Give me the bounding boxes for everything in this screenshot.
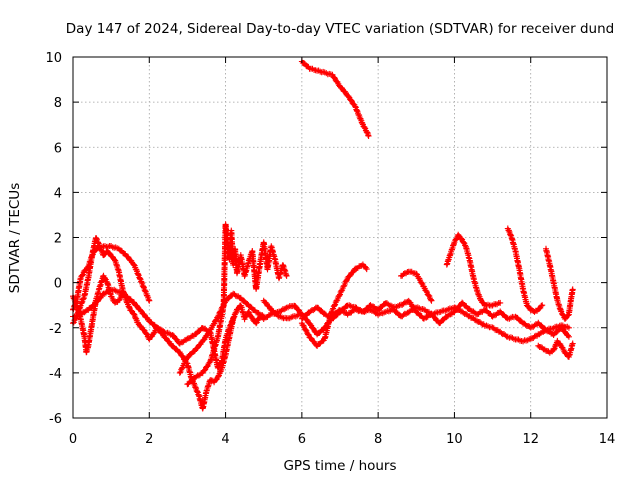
series-line <box>71 288 166 334</box>
series-trace-7 <box>184 221 290 388</box>
series-trace-8 <box>260 297 572 345</box>
series-trace-13 <box>443 231 504 309</box>
y-tick-label: 6 <box>54 141 62 156</box>
series-trace-14 <box>504 225 546 315</box>
series-markers <box>443 231 504 309</box>
series-trace-15 <box>535 337 576 360</box>
x-tick-label: 4 <box>221 432 229 447</box>
y-axis-title: SDTVAR / TECUs <box>7 183 23 293</box>
series-markers <box>298 58 372 139</box>
series-line <box>155 317 235 410</box>
x-axis-title: GPS time / hours <box>283 458 396 474</box>
series-line <box>262 299 571 343</box>
x-tick-label: 2 <box>145 432 153 447</box>
y-tick-label: 10 <box>45 51 62 66</box>
series-trace-6 <box>176 290 267 376</box>
series-line <box>300 299 571 338</box>
x-tick-label: 6 <box>298 432 306 447</box>
y-tick-label: 8 <box>54 96 62 111</box>
y-tick-label: -4 <box>49 367 62 382</box>
series-line <box>399 270 433 302</box>
chart-title: Day 147 of 2024, Sidereal Day-to-day VTE… <box>66 21 614 37</box>
axis-ticks <box>72 56 608 419</box>
series-line <box>178 292 265 375</box>
y-tick-label: 4 <box>54 186 62 201</box>
series-trace-5 <box>153 315 237 412</box>
series-trace-10 <box>298 261 370 349</box>
series-line <box>544 247 574 321</box>
series-line <box>186 223 288 386</box>
series-trace-12 <box>398 268 435 304</box>
series-line <box>506 227 544 314</box>
tick-labels: 0 2 4 6 8 10 12 14 -6 -4 -2 0 2 4 6 8 10 <box>45 51 615 447</box>
series-line <box>71 244 151 311</box>
series-trace-11 <box>298 58 372 139</box>
x-tick-label: 0 <box>69 432 77 447</box>
x-tick-label: 10 <box>446 432 463 447</box>
y-tick-label: 2 <box>54 232 62 247</box>
series-line <box>300 263 368 348</box>
series-trace-16 <box>543 245 576 322</box>
x-tick-label: 12 <box>522 432 539 447</box>
series-line <box>445 233 502 307</box>
x-tick-label: 8 <box>374 432 382 447</box>
series-line <box>300 60 370 138</box>
data-series <box>70 58 576 412</box>
series-line <box>71 236 304 370</box>
grid <box>73 57 607 418</box>
y-tick-label: 0 <box>54 277 62 292</box>
series-line <box>537 339 574 359</box>
y-tick-label: -2 <box>49 322 62 337</box>
x-tick-label: 14 <box>599 432 616 447</box>
y-tick-label: -6 <box>49 412 62 427</box>
series-line <box>71 274 124 354</box>
series-markers <box>184 221 290 388</box>
